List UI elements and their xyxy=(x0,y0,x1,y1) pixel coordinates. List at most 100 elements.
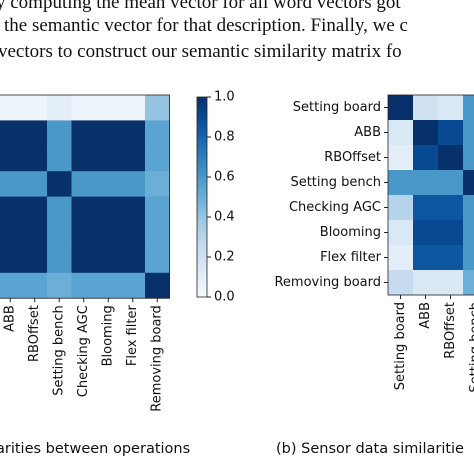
heatmap-cell xyxy=(388,170,414,196)
y-tick-label: Flex filter xyxy=(320,250,382,265)
colorbar-tick-label: 0.4 xyxy=(214,210,235,225)
heatmap-cell xyxy=(22,222,48,248)
heatmap-cell xyxy=(71,247,97,274)
heatmap-cell xyxy=(71,171,97,197)
x-tick-label: ABB xyxy=(3,305,18,332)
heatmap-cell xyxy=(463,95,474,121)
heatmap-cell xyxy=(71,120,97,147)
heatmap-cell xyxy=(47,222,72,248)
heatmap-cell xyxy=(96,95,121,121)
heatmap-cell xyxy=(22,171,48,197)
body-line: the semantic vector for that description… xyxy=(4,15,408,36)
caption: arities between operations xyxy=(0,441,190,457)
heatmap-cell xyxy=(463,170,474,196)
heatmap-cell xyxy=(0,145,23,172)
heatmap-cell xyxy=(438,245,464,271)
caption: (b) Sensor data similaritie xyxy=(276,441,464,457)
heatmap-cell xyxy=(463,195,474,221)
heatmap-cell xyxy=(47,171,72,197)
heatmap-cell xyxy=(96,272,121,299)
heatmap-cell xyxy=(22,120,48,147)
heatmap-cell xyxy=(71,196,97,223)
heatmap-cell xyxy=(120,145,146,172)
y-tick-label: Removing board xyxy=(274,275,381,290)
y-tick-label: Setting board xyxy=(293,100,381,115)
heatmap-cell xyxy=(96,222,121,248)
heatmap-cell xyxy=(438,120,464,146)
heatmap-cell xyxy=(145,196,170,223)
heatmap-cell xyxy=(22,95,48,121)
heatmap-cell xyxy=(22,272,48,299)
heatmap-cell xyxy=(0,171,23,197)
heatmap-cell xyxy=(438,220,464,246)
heatmap-cell xyxy=(96,247,121,274)
x-tick-label: ABB xyxy=(418,302,433,329)
x-tick-label: Flex filter xyxy=(125,305,140,367)
heatmap-cell xyxy=(96,171,121,197)
heatmap-cell xyxy=(22,145,48,172)
heatmap-cell xyxy=(463,220,474,246)
x-tick-label: Setting bench xyxy=(468,302,474,393)
heatmap-cell xyxy=(145,145,170,172)
heatmap-cell xyxy=(22,196,48,223)
heatmap-cell xyxy=(413,145,439,171)
heatmap-cell xyxy=(438,145,464,171)
heatmap-cell xyxy=(47,145,72,172)
heatmap-cell xyxy=(145,95,170,121)
heatmap-cell xyxy=(120,247,146,274)
heatmap-cell xyxy=(438,170,464,196)
heatmap-cell xyxy=(71,222,97,248)
x-tick-label: RBOffset xyxy=(443,302,458,359)
heatmap-cell xyxy=(120,196,146,223)
heatmap-cell xyxy=(413,95,439,121)
heatmap-cell xyxy=(0,95,23,121)
heatmap-cell xyxy=(388,270,414,296)
heatmap-cell xyxy=(388,120,414,146)
colorbar-tick-label: 0.6 xyxy=(214,170,235,185)
heatmap-cell xyxy=(96,145,121,172)
heatmap-cell xyxy=(120,120,146,147)
heatmap-cell xyxy=(0,120,23,147)
heatmap-cell xyxy=(120,95,146,121)
heatmap-cell xyxy=(47,95,72,121)
heatmap-cell xyxy=(0,196,23,223)
heatmap-cell xyxy=(388,195,414,221)
heatmap-cell xyxy=(145,222,170,248)
heatmap-cell xyxy=(0,222,23,248)
heatmap-cell xyxy=(388,95,414,121)
heatmap-frame xyxy=(0,94,170,299)
colorbar-tick-label: 0.8 xyxy=(214,130,235,145)
y-tick-label: Checking AGC xyxy=(289,200,381,215)
heatmap-cell xyxy=(438,95,464,121)
heatmap-cell xyxy=(413,220,439,246)
heatmap-cell xyxy=(388,245,414,271)
heatmap-cell xyxy=(47,247,72,274)
heatmap-cell xyxy=(413,170,439,196)
x-tick-label: RBOffset xyxy=(27,305,42,362)
heatmap-cell xyxy=(463,145,474,171)
heatmap-cell xyxy=(388,220,414,246)
heatmap-cell xyxy=(438,270,464,296)
body-line: y computing the mean vector for all word… xyxy=(0,0,401,13)
heatmap-cell xyxy=(463,120,474,146)
x-tick-label: Checking AGC xyxy=(76,305,91,397)
heatmap-cell xyxy=(71,95,97,121)
x-tick-label: Blooming xyxy=(101,305,116,366)
heatmap-cell xyxy=(0,247,23,274)
heatmap-cell xyxy=(47,272,72,299)
y-tick-label: Blooming xyxy=(320,225,381,240)
heatmap-cell xyxy=(388,145,414,171)
heatmap-cell xyxy=(145,272,170,299)
heatmap-cell xyxy=(47,120,72,147)
x-tick-label: Setting board xyxy=(393,302,408,390)
heatmap-cell xyxy=(0,272,23,299)
heatmap-cell xyxy=(413,195,439,221)
heatmap-cell xyxy=(71,145,97,172)
heatmap-cell xyxy=(413,270,439,296)
x-tick-label: Removing board xyxy=(150,305,165,412)
heatmap-cell xyxy=(120,222,146,248)
heatmap-cell xyxy=(145,120,170,147)
heatmap-cell xyxy=(145,171,170,197)
